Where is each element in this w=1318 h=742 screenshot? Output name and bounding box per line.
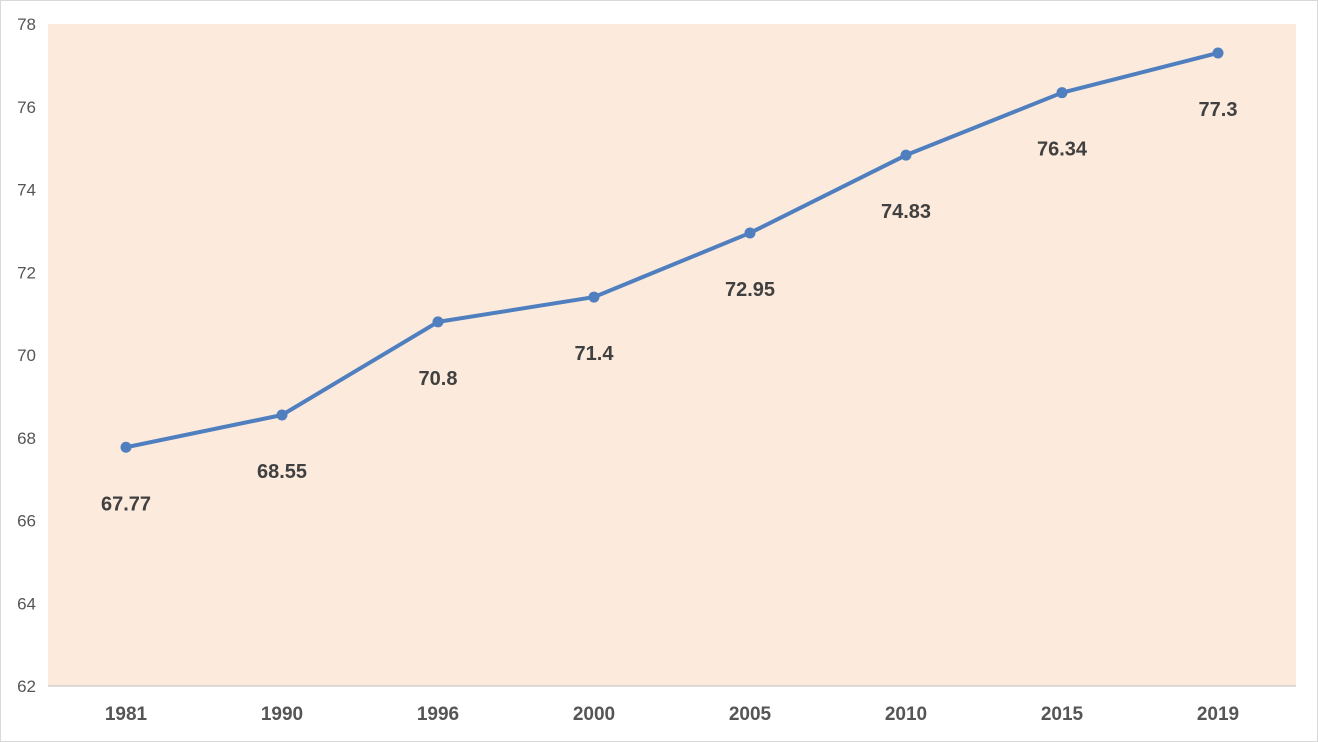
data-point <box>276 409 288 421</box>
y-tick-label: 64 <box>17 594 36 613</box>
data-label: 77.3 <box>1199 99 1238 121</box>
x-axis-ticks: 1981 1990 1996 2000 2005 2010 2015 2019 <box>105 704 1239 725</box>
data-point <box>432 316 444 328</box>
x-tick-label: 1981 <box>105 704 148 725</box>
data-label: 76.34 <box>1037 139 1088 161</box>
data-point <box>1212 47 1224 59</box>
data-point <box>1056 87 1068 99</box>
x-tick-label: 1996 <box>417 704 459 725</box>
series-line-group <box>120 47 1224 453</box>
y-tick-label: 72 <box>17 263 36 282</box>
y-tick-label: 74 <box>17 181 36 200</box>
data-label: 72.95 <box>725 279 775 301</box>
y-tick-label: 62 <box>17 677 36 696</box>
series-line <box>124 50 1220 450</box>
y-tick-label: 68 <box>17 429 36 448</box>
data-label: 68.55 <box>257 461 307 483</box>
x-tick-label: 2010 <box>885 704 927 725</box>
data-label: 74.83 <box>881 201 931 223</box>
y-tick-label: 66 <box>17 512 36 531</box>
data-label: 70.8 <box>419 368 458 390</box>
y-axis-ticks: 62 64 66 68 70 72 74 76 78 <box>17 15 36 696</box>
x-tick-label: 2019 <box>1197 704 1239 725</box>
data-point <box>900 149 912 161</box>
data-labels: 67.77 68.55 70.8 71.4 72.95 74.83 76.34 77.3 <box>101 99 1238 515</box>
data-point <box>120 441 132 453</box>
data-point <box>588 291 600 303</box>
x-tick-label: 2005 <box>729 704 772 725</box>
y-tick-label: 78 <box>17 15 36 34</box>
x-tick-label: 2015 <box>1041 704 1084 725</box>
plot-area <box>48 24 1296 686</box>
data-label: 71.4 <box>575 343 615 365</box>
y-tick-label: 70 <box>17 346 36 365</box>
data-label: 67.77 <box>101 493 151 515</box>
x-tick-label: 2000 <box>573 704 615 725</box>
data-point <box>744 227 756 239</box>
y-tick-label: 76 <box>17 98 36 117</box>
x-tick-label: 1990 <box>261 704 303 725</box>
